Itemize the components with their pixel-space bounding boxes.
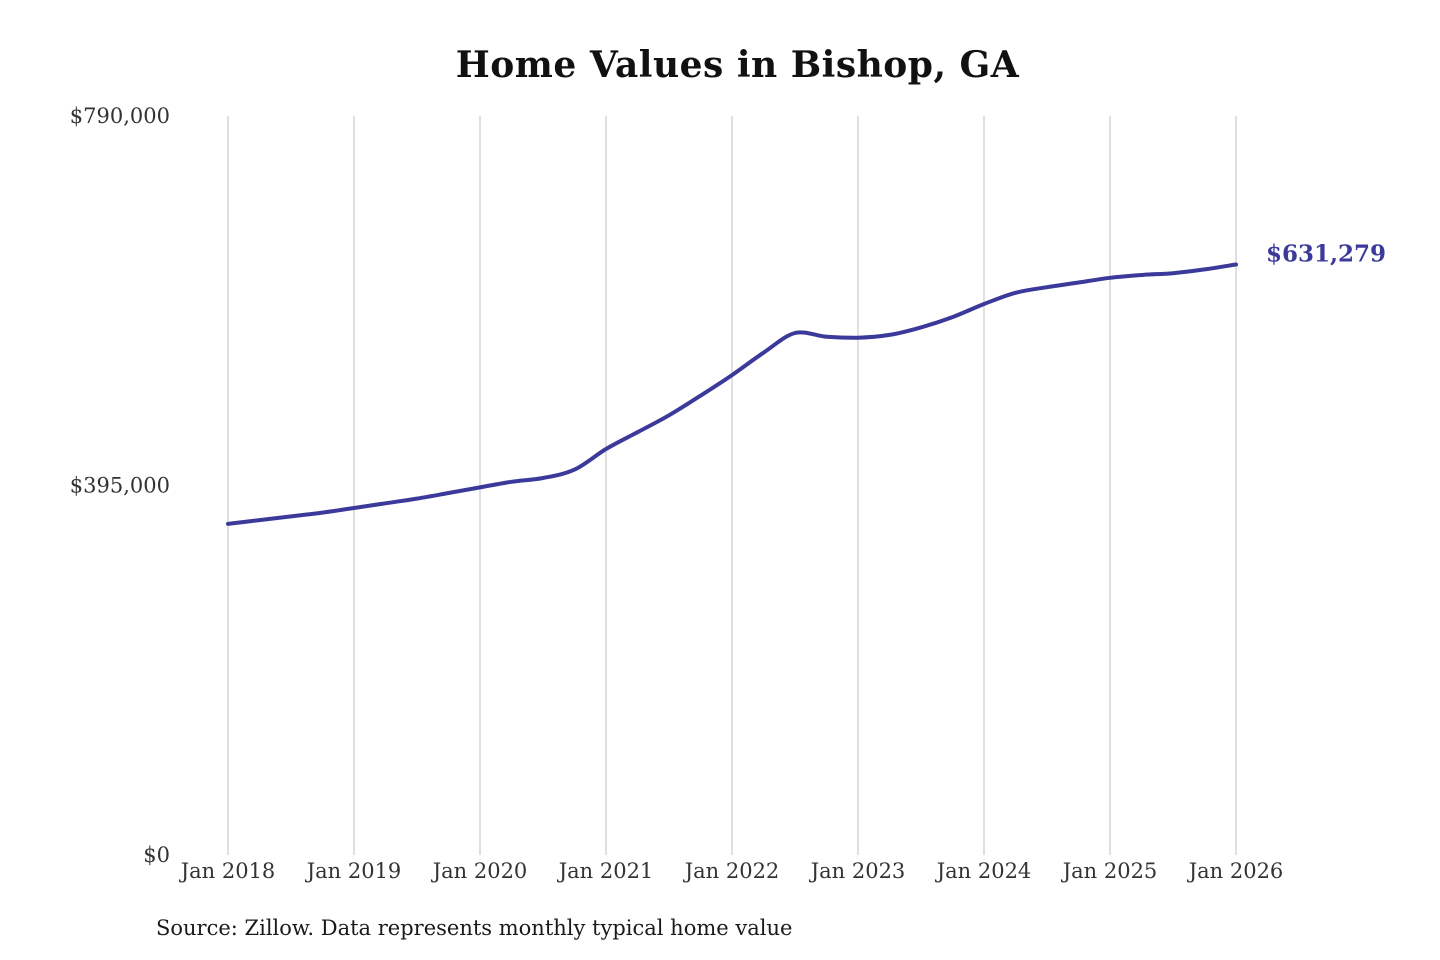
gridlines: [227, 116, 1237, 855]
x-axis-labels: Jan 2018 Jan 2019 Jan 2020 Jan 2021 Jan 2022…: [179, 859, 1284, 883]
x-tick-label: Jan 2023: [809, 859, 906, 883]
y-tick-label: $0: [143, 843, 170, 867]
x-tick-label: Jan 2022: [683, 859, 780, 883]
x-tick-label: Jan 2021: [557, 859, 654, 883]
source-note: Source: Zillow. Data represents monthly …: [156, 916, 793, 940]
series-line: [226, 262, 1238, 526]
y-axis-labels: $0 $395,000 $790,000: [70, 104, 170, 867]
x-tick-label: Jan 2025: [1061, 859, 1158, 883]
y-tick-label: $395,000: [70, 474, 170, 498]
y-tick-label: $790,000: [70, 104, 170, 128]
x-tick-label: Jan 2024: [935, 859, 1032, 883]
chart-title: Home Values in Bishop, GA: [455, 44, 1020, 86]
end-value-label: $631,279: [1266, 240, 1386, 267]
x-tick-label: Jan 2018: [179, 859, 276, 883]
x-tick-label: Jan 2019: [305, 859, 402, 883]
x-tick-label: Jan 2020: [431, 859, 528, 883]
x-tick-label: Jan 2026: [1187, 859, 1284, 883]
